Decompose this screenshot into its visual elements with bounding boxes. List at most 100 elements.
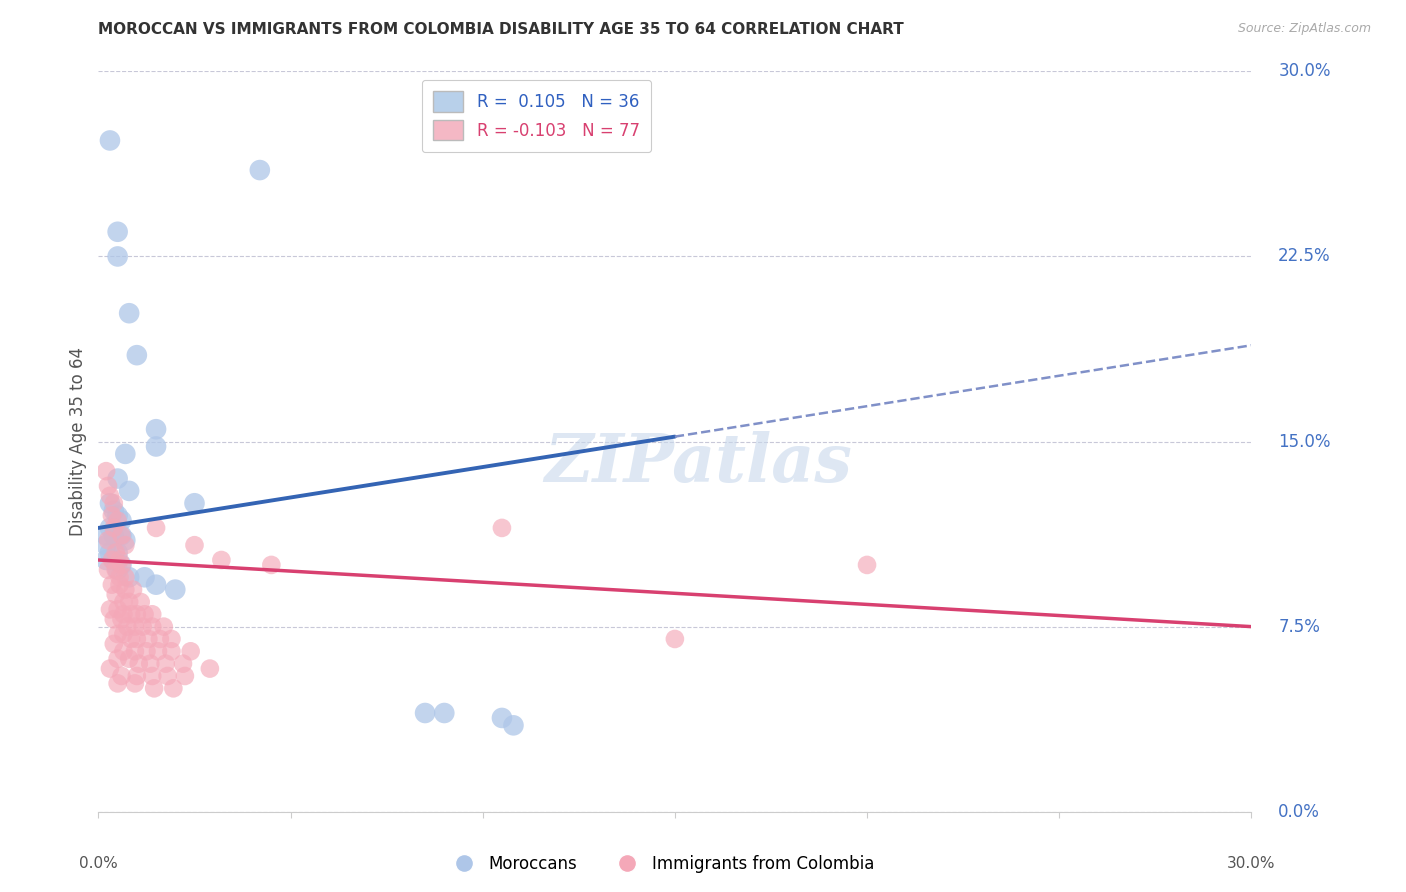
Point <box>124 676 146 690</box>
Point <box>103 637 125 651</box>
Point <box>101 577 124 591</box>
Point <box>107 225 129 239</box>
Point <box>145 440 167 454</box>
Point <box>118 570 141 584</box>
Point <box>118 306 141 320</box>
Text: 30.0%: 30.0% <box>1278 62 1330 80</box>
Point <box>198 662 221 676</box>
Point <box>156 669 179 683</box>
Point <box>183 496 205 510</box>
Text: 30.0%: 30.0% <box>1227 856 1275 871</box>
Point <box>107 250 129 264</box>
Point <box>172 657 194 671</box>
Point <box>134 607 156 622</box>
Point <box>110 612 132 626</box>
Point <box>118 651 141 665</box>
Point <box>101 508 124 523</box>
Point <box>141 607 163 622</box>
Point <box>110 558 132 572</box>
Point <box>108 577 131 591</box>
Point <box>118 595 141 609</box>
Point <box>97 479 120 493</box>
Text: Source: ZipAtlas.com: Source: ZipAtlas.com <box>1237 22 1371 36</box>
Point <box>502 718 524 732</box>
Point <box>491 521 513 535</box>
Text: 0.0%: 0.0% <box>79 856 118 871</box>
Point <box>491 711 513 725</box>
Point <box>118 483 141 498</box>
Point <box>104 588 127 602</box>
Point <box>108 553 131 567</box>
Point <box>664 632 686 646</box>
Point <box>98 521 121 535</box>
Text: 7.5%: 7.5% <box>1278 617 1320 636</box>
Point <box>98 489 121 503</box>
Point <box>125 632 148 646</box>
Point <box>112 644 135 658</box>
Point <box>149 632 172 646</box>
Point <box>97 563 120 577</box>
Point <box>145 577 167 591</box>
Point <box>98 662 121 676</box>
Point <box>145 422 167 436</box>
Point <box>134 570 156 584</box>
Legend: Moroccans, Immigrants from Colombia: Moroccans, Immigrants from Colombia <box>440 848 882 880</box>
Point <box>125 607 148 622</box>
Point <box>183 538 205 552</box>
Text: 22.5%: 22.5% <box>1278 247 1331 266</box>
Point <box>114 538 136 552</box>
Point <box>94 528 117 542</box>
Point <box>110 558 132 572</box>
Point <box>125 348 148 362</box>
Point <box>209 553 232 567</box>
Point <box>101 553 124 567</box>
Point <box>122 582 145 597</box>
Point <box>114 447 136 461</box>
Point <box>155 657 177 671</box>
Point <box>145 521 167 535</box>
Point <box>141 619 163 633</box>
Point <box>180 644 202 658</box>
Point <box>260 558 283 572</box>
Point <box>107 627 129 641</box>
Point <box>120 607 142 622</box>
Text: 0.0%: 0.0% <box>1278 803 1320 821</box>
Point <box>124 644 146 658</box>
Point <box>146 644 169 658</box>
Point <box>110 528 132 542</box>
Legend: R =  0.105   N = 36, R = -0.103   N = 77: R = 0.105 N = 36, R = -0.103 N = 77 <box>422 79 651 152</box>
Point <box>103 612 125 626</box>
Point <box>112 595 135 609</box>
Point <box>94 538 117 552</box>
Point <box>162 681 184 696</box>
Point <box>103 496 125 510</box>
Y-axis label: Disability Age 35 to 64: Disability Age 35 to 64 <box>69 347 87 536</box>
Point <box>107 545 129 560</box>
Point <box>107 563 129 577</box>
Point <box>117 619 138 633</box>
Point <box>98 545 121 560</box>
Point <box>160 632 183 646</box>
Point <box>125 669 148 683</box>
Point <box>433 706 456 720</box>
Point <box>131 619 153 633</box>
Point <box>114 533 136 548</box>
Text: 15.0%: 15.0% <box>1278 433 1330 450</box>
Point <box>103 503 125 517</box>
Point <box>112 607 135 622</box>
Point <box>160 644 183 658</box>
Text: ZIPatlas: ZIPatlas <box>544 431 852 496</box>
Point <box>108 570 131 584</box>
Point <box>249 163 271 178</box>
Point <box>94 464 117 478</box>
Point <box>152 619 174 633</box>
Point <box>174 669 197 683</box>
Point <box>98 133 121 147</box>
Point <box>128 657 150 671</box>
Point <box>114 582 136 597</box>
Point <box>135 644 157 658</box>
Point <box>103 521 125 535</box>
Point <box>103 528 125 542</box>
Point <box>98 496 121 510</box>
Point <box>141 669 163 683</box>
